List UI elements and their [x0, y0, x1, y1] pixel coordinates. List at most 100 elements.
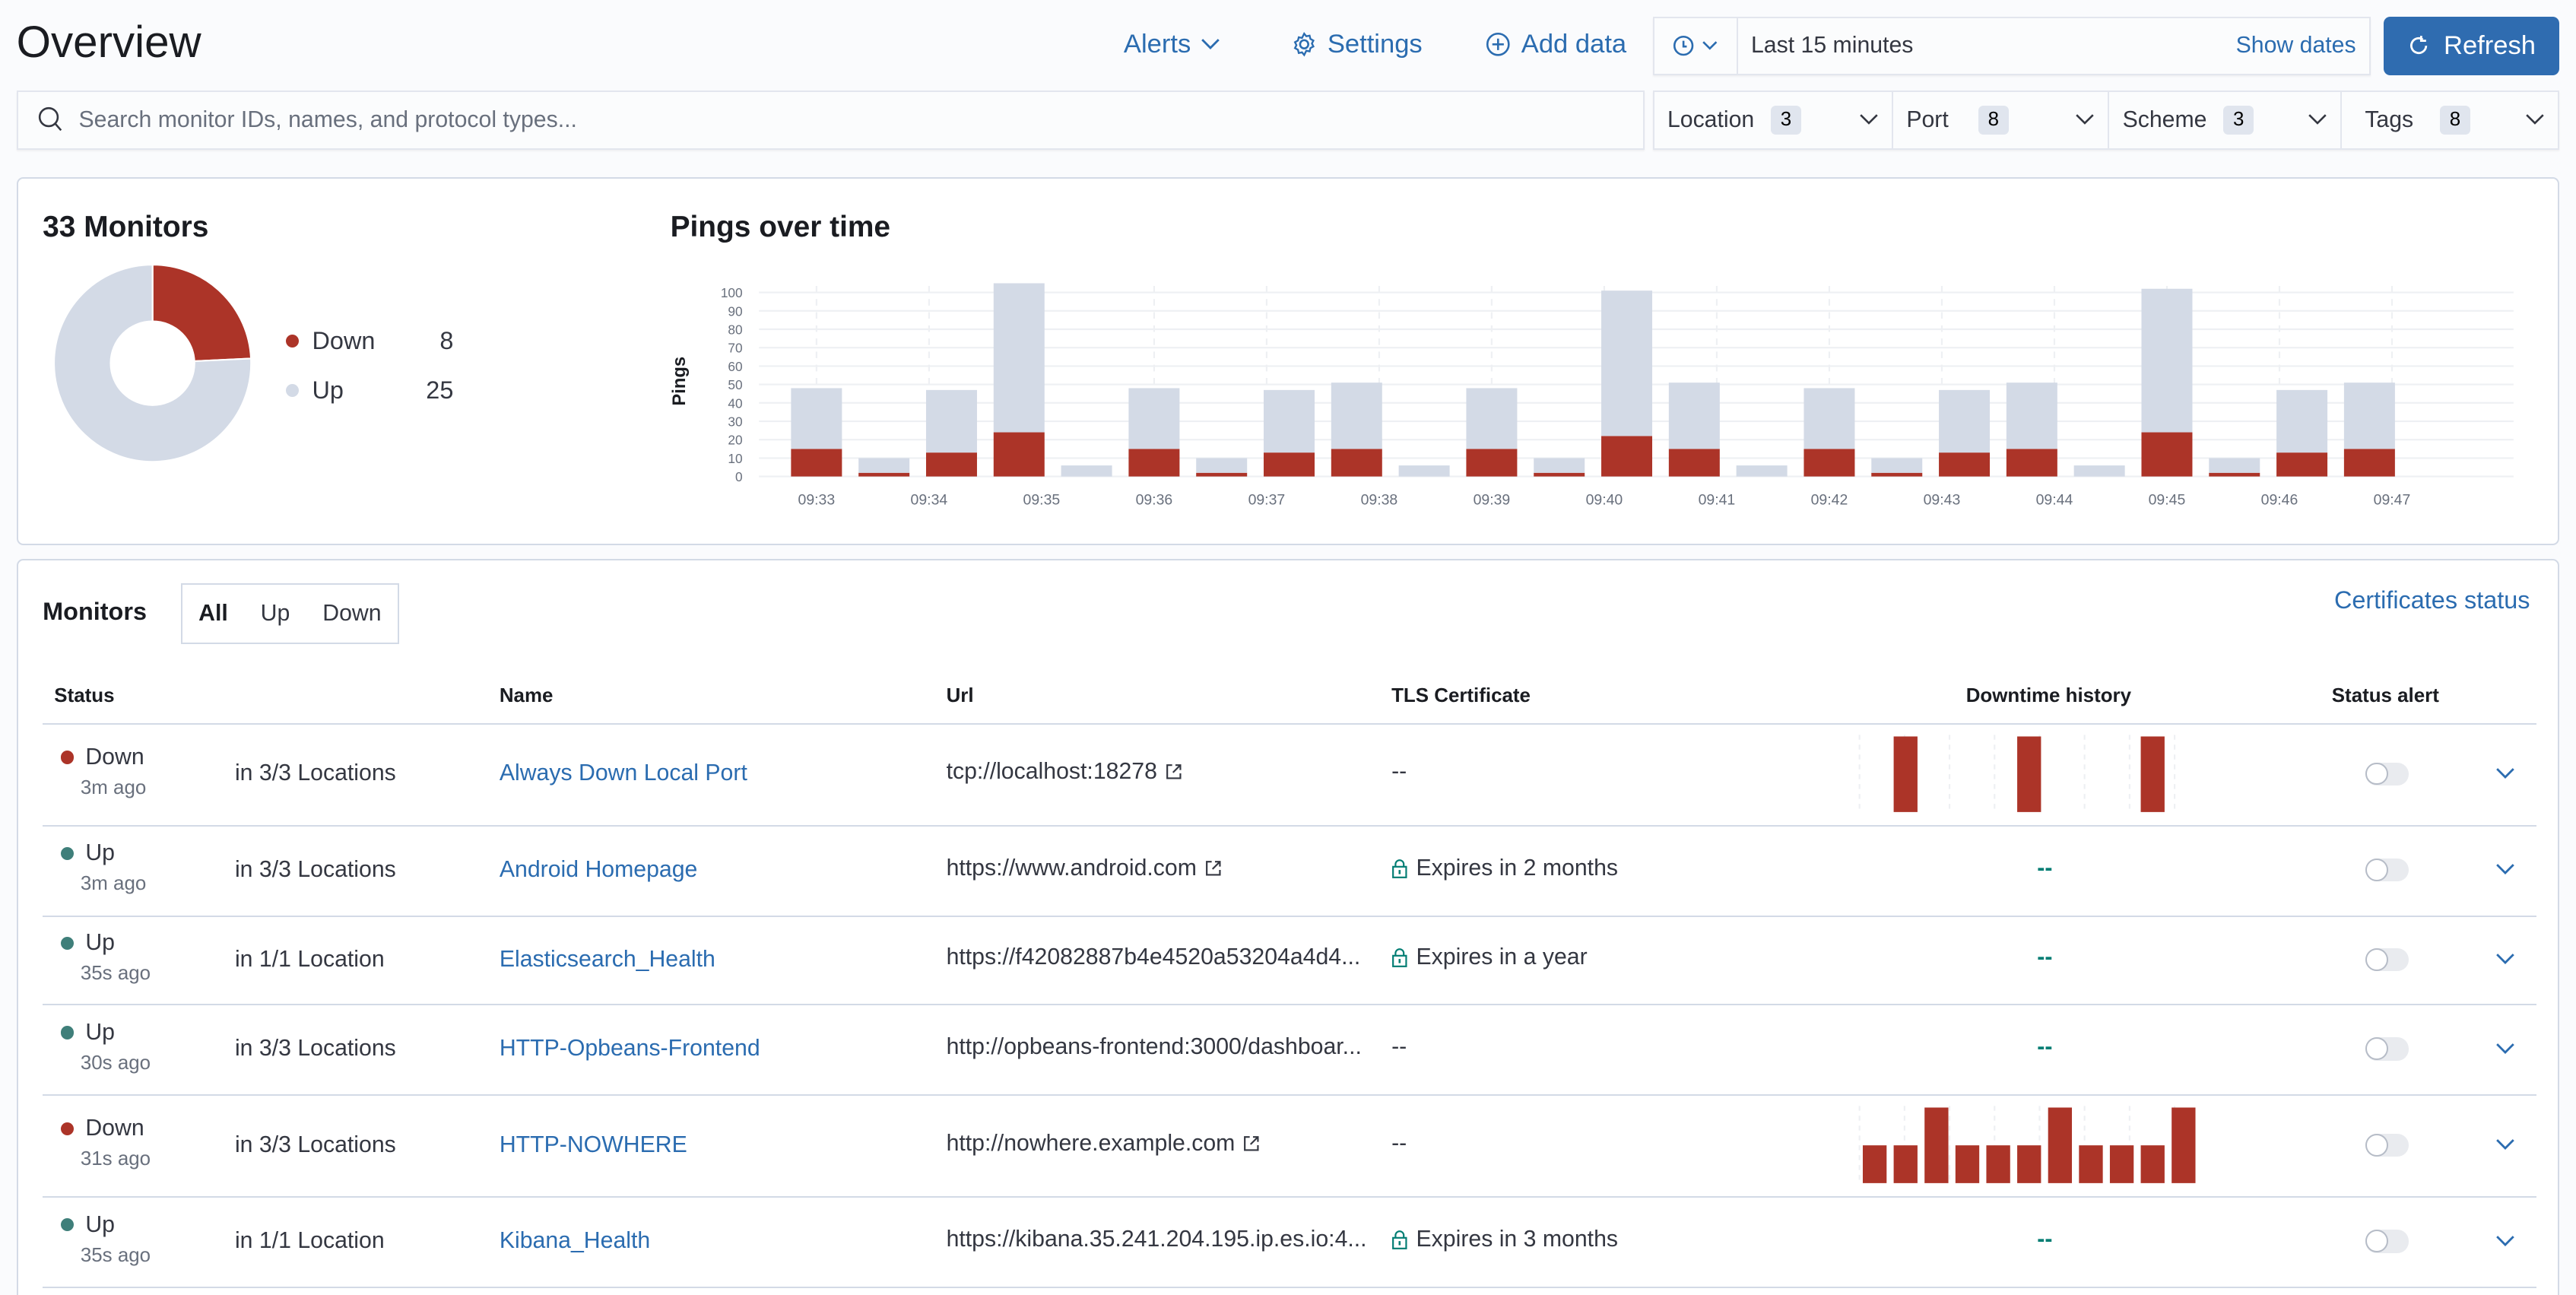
- monitor-name-link[interactable]: HTTP-Opbeans-Frontend: [499, 1036, 760, 1062]
- show-dates-button[interactable]: Show dates: [2235, 33, 2356, 59]
- expand-row-chevron-icon[interactable]: [2495, 1235, 2515, 1248]
- x-tick-label: 09:39: [1474, 491, 1511, 508]
- y-tick-label: 60: [728, 359, 742, 374]
- bar-up: [1534, 458, 1585, 473]
- bar-down: [2343, 449, 2395, 477]
- filter-port[interactable]: Port 8: [1893, 91, 2110, 148]
- bar-down: [1534, 472, 1585, 477]
- filter-location[interactable]: Location 3: [1654, 91, 1894, 148]
- status-dot-icon: [60, 751, 75, 764]
- tls-text: Expires in a year: [1416, 944, 1588, 970]
- status-text: Up: [85, 1019, 115, 1045]
- clock-icon: [1673, 36, 1694, 56]
- x-tick-label: 09:46: [2261, 491, 2298, 508]
- x-tick-label: 09:44: [2036, 491, 2073, 508]
- filter-count-badge: 8: [1978, 105, 2009, 135]
- bar-up: [1264, 389, 1315, 453]
- downtime-history-empty: --: [2037, 1034, 2053, 1060]
- add-data-button[interactable]: Add data: [1485, 30, 1626, 59]
- downtime-bar: [1924, 1107, 1949, 1183]
- tls-certificate: Expires in 2 months: [1391, 855, 1618, 881]
- filter-tab-up[interactable]: Up: [260, 601, 290, 627]
- filter-tab-down[interactable]: Down: [322, 601, 382, 627]
- monitor-url[interactable]: https://kibana.35.241.204.195.ip.es.io:4…: [947, 1227, 1367, 1252]
- tls-text: --: [1391, 759, 1407, 785]
- url-text: https://kibana.35.241.204.195.ip.es.io:4…: [946, 1226, 1367, 1252]
- bar-up: [858, 458, 910, 473]
- downtime-history-empty: --: [2037, 855, 2053, 881]
- x-tick-label: 09:37: [1248, 491, 1286, 508]
- expand-row-chevron-icon[interactable]: [2495, 1043, 2515, 1055]
- date-picker: Last 15 minutes Show dates: [1652, 16, 2371, 76]
- date-range-text[interactable]: Last 15 minutes: [1750, 33, 1914, 59]
- search-input[interactable]: Search monitor IDs, names, and protocol …: [16, 90, 1645, 150]
- filter-tags[interactable]: Tags 8: [2342, 92, 2558, 148]
- bar-down: [791, 449, 842, 477]
- bar-down: [1264, 452, 1315, 477]
- quick-select-button[interactable]: [1654, 17, 1738, 75]
- monitor-url[interactable]: https://f42082887b4e4520a53204a4d4...: [947, 944, 1361, 970]
- column-header-name[interactable]: Name: [499, 685, 554, 706]
- external-link-icon[interactable]: [1243, 1135, 1260, 1152]
- filter-count-badge: 3: [2223, 105, 2254, 135]
- bar-up: [1871, 458, 1923, 473]
- monitor-url[interactable]: tcp://localhost:18278: [947, 759, 1182, 785]
- certificates-status-link[interactable]: Certificates status: [2333, 586, 2530, 614]
- chevron-down-icon: [1201, 38, 1220, 49]
- x-tick-label: 09:43: [1924, 491, 1961, 508]
- x-tick-label: 09:45: [2149, 491, 2186, 508]
- column-header-tls: TLS Certificate: [1391, 685, 1531, 706]
- external-link-icon[interactable]: [1166, 763, 1182, 780]
- monitor-name-link[interactable]: Always Down Local Port: [499, 760, 747, 786]
- location-count: in 1/1 Location: [234, 946, 385, 972]
- monitor-url[interactable]: http://opbeans-frontend:3000/dashboar...: [947, 1034, 1362, 1060]
- status-alert-toggle[interactable]: [2365, 1037, 2409, 1061]
- tls-text: Expires in 2 months: [1416, 855, 1619, 881]
- status-alert-toggle[interactable]: [2365, 762, 2409, 786]
- monitor-url[interactable]: http://nowhere.example.com: [947, 1131, 1260, 1157]
- row-divider: [43, 915, 2537, 917]
- bar-up: [2276, 389, 2328, 453]
- filter-scheme[interactable]: Scheme 3: [2109, 91, 2343, 148]
- bar-down: [925, 452, 977, 477]
- monitor-name-link[interactable]: Elasticsearch_Health: [499, 946, 715, 972]
- chevron-down-icon: [2308, 114, 2327, 125]
- status-text: Up: [85, 929, 115, 955]
- expand-row-chevron-icon[interactable]: [2495, 767, 2515, 780]
- row-divider: [43, 824, 2537, 827]
- monitor-name-link[interactable]: Kibana_Health: [499, 1228, 651, 1254]
- status-alert-toggle[interactable]: [2365, 858, 2409, 882]
- x-tick-label: 09:38: [1361, 491, 1398, 508]
- monitor-name-link[interactable]: Android Homepage: [499, 856, 698, 882]
- search-icon: [38, 107, 62, 132]
- y-tick-label: 80: [728, 322, 742, 337]
- bar-up: [1804, 388, 1855, 449]
- downtime-bar: [2048, 1107, 2073, 1183]
- external-link-icon[interactable]: [1205, 860, 1222, 877]
- alerts-menu-button[interactable]: Alerts: [1124, 30, 1220, 59]
- expand-row-chevron-icon[interactable]: [2495, 863, 2515, 876]
- status-alert-toggle[interactable]: [2365, 1230, 2409, 1253]
- filter-label: Scheme: [2122, 106, 2207, 132]
- expand-row-chevron-icon[interactable]: [2495, 953, 2515, 966]
- expand-row-chevron-icon[interactable]: [2495, 1138, 2515, 1151]
- column-header-status[interactable]: Status: [54, 685, 115, 706]
- status-alert-toggle[interactable]: [2365, 947, 2409, 971]
- search-placeholder: Search monitor IDs, names, and protocol …: [78, 106, 577, 132]
- y-tick-label: 100: [721, 285, 743, 300]
- column-header-url: Url: [946, 685, 974, 706]
- legend-item-down: Down 8: [285, 327, 453, 355]
- row-divider: [43, 1094, 2537, 1097]
- monitor-name-link[interactable]: HTTP-NOWHERE: [499, 1132, 687, 1157]
- monitor-url[interactable]: https://www.android.com: [947, 855, 1222, 881]
- status-alert-toggle[interactable]: [2365, 1133, 2409, 1157]
- filter-tab-all[interactable]: All: [198, 601, 228, 627]
- chevron-down-icon: [2076, 114, 2094, 125]
- bar-down: [858, 472, 910, 477]
- chart-title: Pings over time: [670, 210, 891, 243]
- settings-button[interactable]: Settings: [1291, 30, 1423, 59]
- refresh-button[interactable]: Refresh: [2384, 16, 2560, 76]
- bar-down: [993, 432, 1045, 477]
- status-timestamp: 31s ago: [80, 1148, 151, 1170]
